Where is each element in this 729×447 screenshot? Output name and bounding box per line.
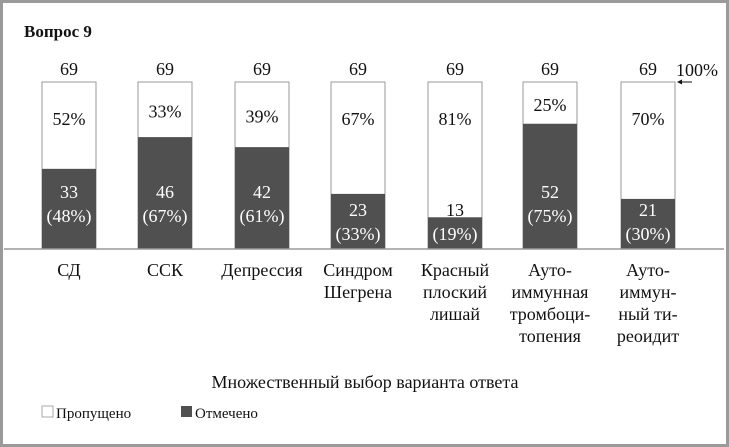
category-label: СД [57,260,80,280]
bar-marked-count-label: 52 [541,182,559,202]
category-label: топения [519,326,581,346]
bar-marked-count-label: 42 [253,182,271,202]
arrowhead-icon [677,79,682,85]
category-label: иммунная [512,282,589,302]
bar-marked-percent-label: (33%) [336,224,381,245]
bar-marked-percent-label: (30%) [626,224,671,245]
bar-total-label: 69 [446,59,464,79]
bar-total-label: 69 [156,59,174,79]
bar-marked-percent-label: (19%) [433,224,478,245]
bar-marked-count-label: 33 [60,182,78,202]
bar-marked-percent-label: (75%) [528,206,573,227]
category-label: иммун- [619,282,676,302]
category-label: Ауто- [528,260,572,280]
bar-marked-segment [523,123,577,249]
bar-total-label: 69 [60,59,78,79]
legend-swatch-skipped [41,405,54,418]
bar-skipped-percent-label: 81% [439,109,472,129]
chart-title: Вопрос 9 [24,22,92,41]
bar-marked-percent-label: (67%) [143,206,188,227]
bar-skipped-percent-label: 33% [149,102,182,122]
category-label: Красный [421,260,490,280]
category-label: Шегрена [324,282,392,302]
bar-marked-segment [138,137,192,249]
legend-swatch-marked [181,406,192,417]
bar-marked-segment [235,147,289,249]
bar-marked-segment [428,217,482,249]
category-label: Синдром [323,260,392,280]
legend: Пропущено Отмечено [41,405,258,422]
bar-marked-count-label: 13 [446,200,464,220]
category-label: Депрессия [221,260,302,280]
category-label: Ауто- [626,260,670,280]
bar-marked-percent-label: (48%) [47,206,92,227]
bar-total-label: 69 [541,59,559,79]
reference-100-label: 100% [676,60,718,80]
bar-total-label: 69 [639,59,657,79]
legend-label-skipped: Пропущено [56,406,131,422]
bar-skipped-percent-label: 70% [632,109,665,129]
bar-marked-count-label: 46 [156,182,174,202]
category-label: плоский [423,282,487,302]
category-label: тромбоци- [510,304,591,324]
bar-marked-count-label: 21 [639,200,657,220]
bar-skipped-percent-label: 39% [246,107,279,127]
bar-skipped-percent-label: 67% [342,109,375,129]
category-label: лишай [430,304,480,324]
x-axis-title: Множественный выбор варианта ответа [212,372,519,392]
bar-skipped-percent-label: 25% [534,95,567,115]
category-label: реоидит [617,326,679,346]
bar-marked-count-label: 23 [349,200,367,220]
bar-skipped-percent-label: 52% [53,109,86,129]
legend-label-marked: Отмечено [195,406,258,422]
bar-marked-segment [42,168,96,249]
bar-total-label: 69 [253,59,271,79]
category-label: ССК [147,260,184,280]
bar-total-label: 69 [349,59,367,79]
bar-marked-percent-label: (61%) [240,206,285,227]
bar-marked-segment [621,198,675,249]
category-label: ный ти- [618,304,677,324]
bar-marked-segment [331,193,385,249]
